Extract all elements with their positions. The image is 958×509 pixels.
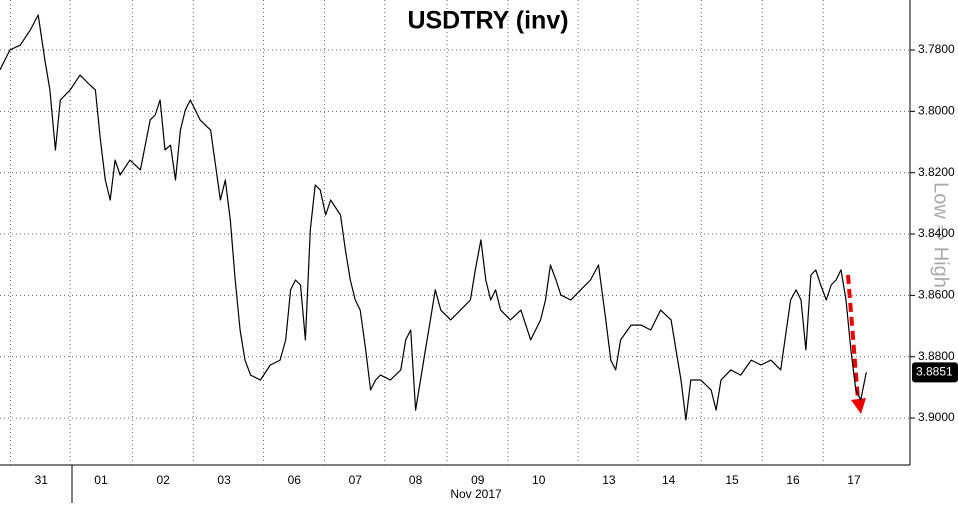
y-tick-label: 3.8600 xyxy=(918,288,955,302)
y-tick-label: 3.9000 xyxy=(918,410,955,424)
y-tick-label: 3.8800 xyxy=(918,349,955,363)
x-tick-label: 13 xyxy=(602,473,616,487)
x-tick-label: 09 xyxy=(471,473,485,487)
last-price-box xyxy=(912,362,958,383)
x-tick-label: 03 xyxy=(217,473,231,487)
x-caption: Nov 2017 xyxy=(450,487,502,501)
x-tick-label: 10 xyxy=(532,473,546,487)
y-tick-label: 3.7800 xyxy=(918,42,955,56)
x-tick-label: 07 xyxy=(349,473,363,487)
y-tick-label: 3.8200 xyxy=(918,165,955,179)
x-tick-label: 31 xyxy=(35,473,49,487)
x-tick-label: 01 xyxy=(94,473,108,487)
chart-title: USDTRY (inv) xyxy=(407,7,568,35)
x-tick-label: 16 xyxy=(786,473,800,487)
x-tick-label: 08 xyxy=(409,473,423,487)
x-tick-label: 15 xyxy=(725,473,739,487)
x-tick-label: 02 xyxy=(156,473,170,487)
x-tick-label: 17 xyxy=(847,473,861,487)
y-tick-label: 3.8400 xyxy=(918,226,955,240)
x-tick-label: 14 xyxy=(662,473,676,487)
annotation-arrowhead xyxy=(851,398,866,414)
last-price-label: 3.8851 xyxy=(916,365,953,379)
price-line xyxy=(0,14,867,421)
y-tick-label: 3.8000 xyxy=(918,104,955,118)
annotation-arrow xyxy=(846,274,860,401)
axis-note: Low ⇒ High xyxy=(930,182,952,288)
x-tick-label: 06 xyxy=(288,473,302,487)
